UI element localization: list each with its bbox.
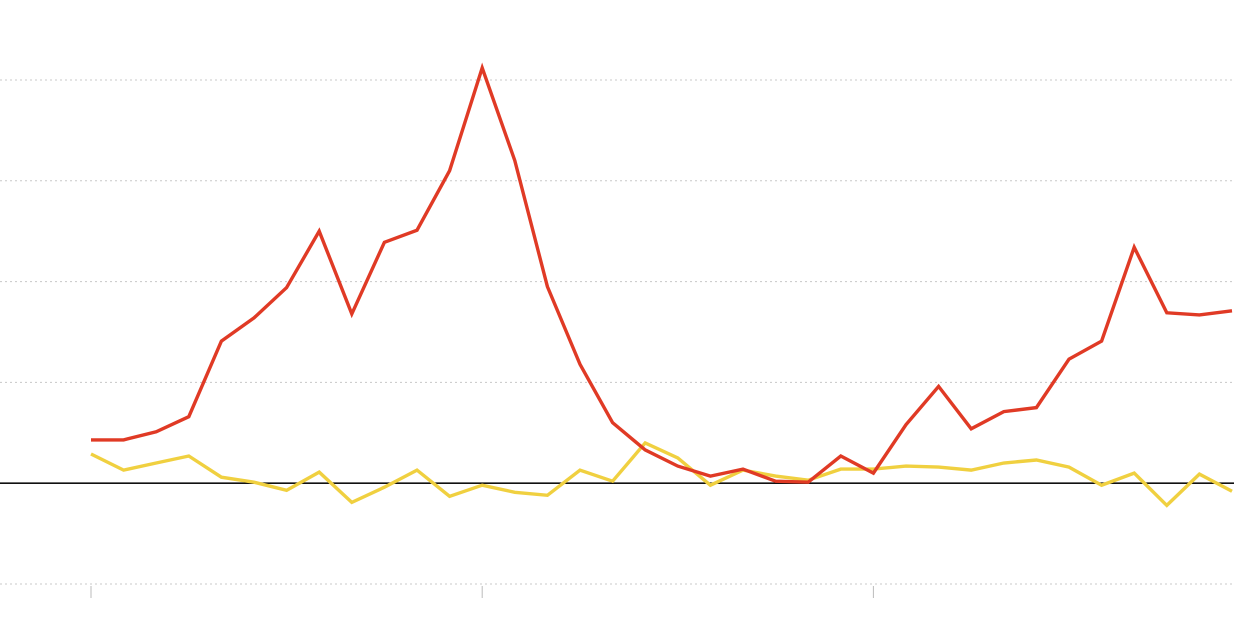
x-axis-ticks: [90, 586, 874, 598]
series-line-yellow: [90, 440, 1233, 508]
grid-lines: [0, 79, 1234, 585]
series-line-red: [91, 62, 1233, 484]
series-lines: [90, 62, 1233, 508]
